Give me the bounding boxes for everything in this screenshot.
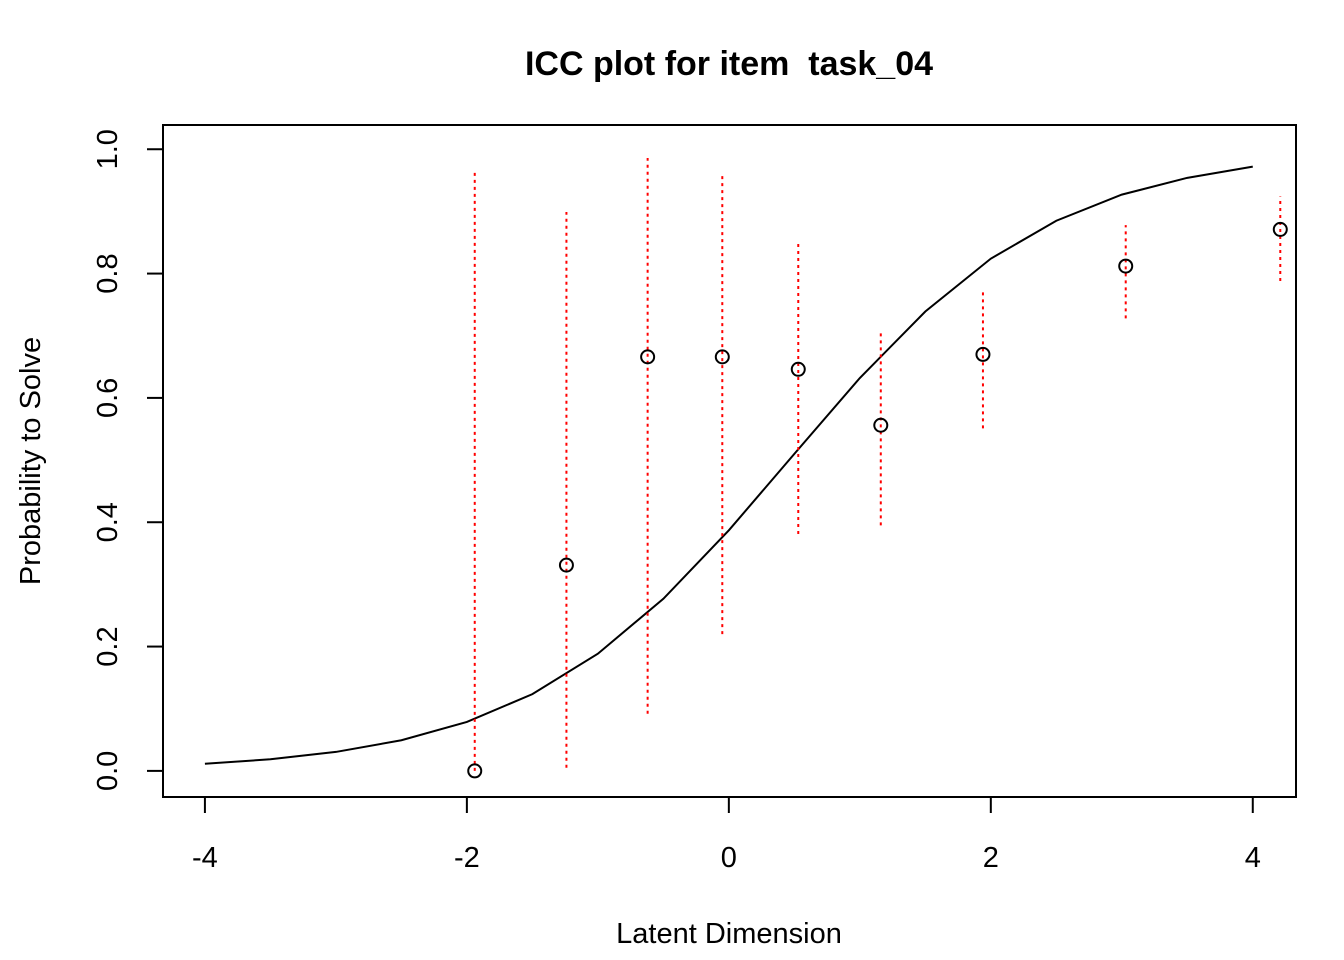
- y-tick-label: 0.6: [92, 378, 124, 418]
- data-point: [558, 557, 574, 573]
- data-point: [640, 349, 656, 365]
- y-tick-label: 0.8: [92, 253, 124, 293]
- x-tick-label: -4: [192, 842, 218, 874]
- x-tick-label: 4: [1245, 842, 1261, 874]
- x-tick-label: -2: [454, 842, 480, 874]
- data-point: [1272, 221, 1288, 237]
- data-point: [975, 346, 991, 362]
- y-tick-label: 0.2: [92, 626, 124, 666]
- y-axis-label: Probability to Solve: [15, 337, 47, 585]
- x-axis-label: Latent Dimension: [616, 918, 842, 950]
- data-point: [873, 417, 889, 433]
- data-point: [1118, 258, 1134, 274]
- chart-title: ICC plot for item task_04: [525, 45, 933, 83]
- y-tick-label: 0.4: [92, 502, 124, 542]
- data-point: [714, 349, 730, 365]
- x-tick-label: 2: [983, 842, 999, 874]
- data-point: [467, 763, 483, 779]
- y-tick-label: 0.0: [92, 751, 124, 791]
- y-tick-label: 1.0: [92, 129, 124, 169]
- x-tick-label: 0: [721, 842, 737, 874]
- data-point: [790, 361, 806, 377]
- icc-curve: [204, 165, 1253, 765]
